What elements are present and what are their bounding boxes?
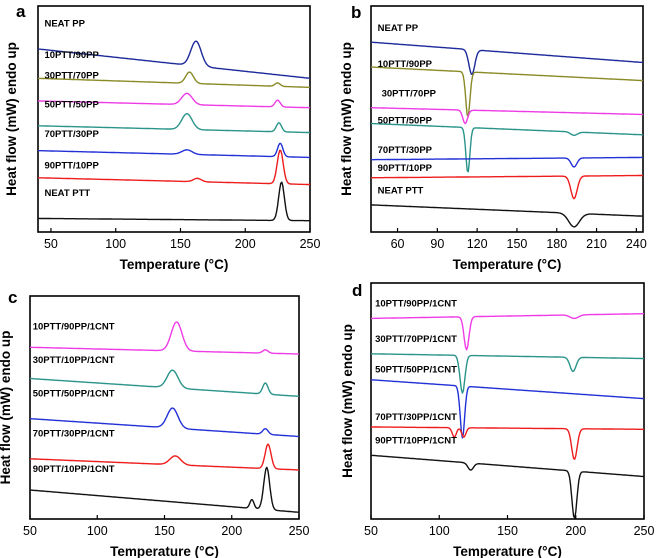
- series-label: 10PTT/90PP/1CNT: [33, 321, 115, 332]
- panel-b: b 60 90 120 150 180 210 240 Temperature (°C) Heat…: [339, 3, 647, 272]
- series-label: 50PTT/50PP: [378, 116, 433, 127]
- plot-frame: [37, 5, 311, 233]
- trace-10ptt-90pp: [37, 71, 311, 89]
- series-label: NEAT PP: [378, 23, 419, 34]
- x-tick-label: 150: [507, 237, 528, 251]
- trace-10ptt-90pp-1cnt: [371, 313, 644, 351]
- series-label: 30PTT/70PP: [382, 88, 437, 99]
- series-label: 90PTT/10PP: [378, 163, 433, 174]
- trace-30ptt-70pp-1cnt: [371, 353, 644, 394]
- trace-90ptt-10pp: [38, 149, 310, 186]
- x-tick-label: 60: [391, 237, 405, 251]
- y-axis-title: Heat flow (mW) endo up: [0, 331, 13, 485]
- trace-30ptt-70pp: [38, 92, 310, 109]
- panel-letter: a: [16, 2, 26, 21]
- x-tick-label: 150: [154, 524, 175, 538]
- series-label: 30PTT/70PP/1CNT: [375, 334, 457, 345]
- x-tick-label: 90: [430, 237, 444, 251]
- x-tick-label: 200: [221, 524, 242, 538]
- panel-a: a 50 100 150 200 250 Temperature (°C) Heat flow…: [4, 2, 320, 272]
- trace-90ptt-10pp-1cnt: [29, 466, 300, 513]
- x-tick-label: 50: [23, 524, 37, 538]
- series-label: 50PTT/50PP: [44, 100, 99, 111]
- x-tick-label: 150: [170, 237, 191, 251]
- series-label: NEAT PTT: [44, 188, 90, 199]
- x-tick-label: 240: [626, 237, 647, 251]
- series-label: 90PTT/10PP/1CNT: [375, 435, 457, 446]
- x-tick-label: 200: [565, 524, 586, 538]
- series-label: 10PTT/90PP: [44, 50, 99, 61]
- series-label: 70PTT/30PP: [378, 145, 433, 156]
- x-tick-label: 100: [429, 524, 450, 538]
- series-label: 10PTT/90PP: [378, 59, 433, 70]
- series-label: 70PTT/30PP/1CNT: [375, 412, 457, 423]
- trace-50ptt-50pp-1cnt: [29, 407, 300, 438]
- series-label: 70PTT/30PP/1CNT: [33, 428, 115, 439]
- x-tick-label: 100: [87, 524, 108, 538]
- trace-50ptt-50pp: [370, 122, 643, 173]
- panel-letter: d: [352, 281, 362, 300]
- series-label: 90PTT/10PP: [44, 161, 99, 172]
- trace-10ptt-90pp-1cnt: [30, 321, 299, 355]
- x-axis-title: Temperature (°C): [453, 544, 562, 558]
- series-label: NEAT PTT: [378, 186, 424, 197]
- x-tick-label: 250: [634, 524, 655, 538]
- trace-neat-ptt: [371, 204, 644, 228]
- x-tick-label: 210: [586, 237, 607, 251]
- x-tick-label: 100: [105, 237, 126, 251]
- trace-70ptt-30pp: [371, 156, 643, 168]
- series-label: 30PTT/10PP/1CNT: [33, 355, 115, 366]
- x-tick-label: 250: [300, 237, 321, 251]
- series-label: 30PTT/70PP: [44, 70, 99, 81]
- series-label: 10PTT/90PP/1CNT: [375, 299, 457, 310]
- series-label: 70PTT/30PP: [44, 129, 99, 140]
- trace-neat-pp: [371, 41, 644, 76]
- y-axis-title: Heat flow (mW) endo up: [339, 42, 354, 196]
- series-label: 50PTT/50PP/1CNT: [33, 388, 115, 399]
- trace-neat-ptt: [38, 181, 310, 222]
- trace-neat-pp: [37, 40, 311, 79]
- trace-30ptt-70pp: [371, 106, 643, 125]
- x-tick-label: 50: [44, 237, 58, 251]
- plot-frame: [370, 5, 644, 233]
- series-label: NEAT PP: [44, 18, 85, 29]
- series-label: 50PTT/50PP/1CNT: [375, 365, 457, 376]
- series-label: 90PTT/10PP/1CNT: [33, 464, 115, 475]
- y-axis-title: Heat flow (mW) endo up: [340, 324, 355, 478]
- x-tick-label: 200: [235, 237, 256, 251]
- trace-10ptt-90pp: [370, 66, 644, 117]
- trace-70ptt-30pp: [37, 142, 310, 159]
- trace-70ptt-30pp-1cnt: [371, 426, 644, 460]
- x-tick-label: 250: [289, 524, 310, 538]
- trace-90ptt-10pp: [371, 174, 643, 200]
- trace-50ptt-50pp-1cnt: [371, 379, 644, 439]
- x-tick-label: 50: [364, 524, 378, 538]
- trace-90ptt-10pp-1cnt: [370, 454, 645, 519]
- x-axis-title: Temperature (°C): [110, 544, 219, 558]
- trace-50ptt-50pp: [38, 112, 311, 134]
- x-axis-title: Temperature (°C): [453, 257, 562, 272]
- y-axis-title: Heat flow (mW) endo up: [4, 42, 19, 196]
- panel-letter: c: [8, 288, 17, 307]
- trace-30ptt-10pp-1cnt: [29, 369, 300, 398]
- panel-c: c 50 100 150 200 250 Temperature (°C) Heat flow…: [0, 288, 309, 558]
- panel-letter: b: [351, 3, 361, 22]
- x-tick-label: 120: [467, 237, 488, 251]
- x-tick-label: 180: [546, 237, 567, 251]
- x-tick-label: 150: [497, 524, 518, 538]
- x-axis-title: Temperature (°C): [120, 257, 229, 272]
- trace-70ptt-30pp-1cnt: [30, 443, 299, 471]
- panel-d: d 50 100 150 200 250 Temperature (°C) Heat flow…: [340, 281, 654, 558]
